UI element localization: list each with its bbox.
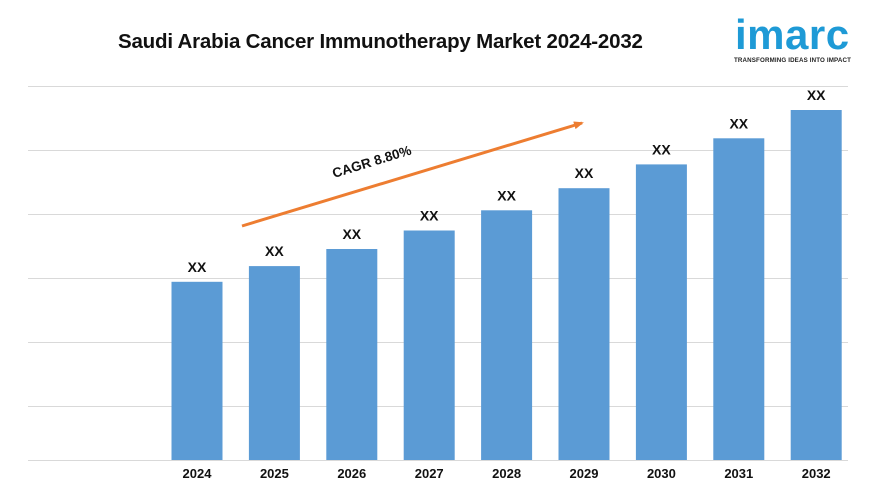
bar-2024	[171, 281, 223, 460]
chart-title: Saudi Arabia Cancer Immunotherapy Market…	[118, 30, 643, 53]
x-tick-2025: 2025	[260, 466, 289, 481]
bar-2026	[326, 249, 378, 460]
data-label-2024: XX	[188, 259, 207, 275]
logo-wordmark: imarc	[735, 11, 850, 58]
data-label-2031: XX	[729, 115, 748, 131]
x-tick-2032: 2032	[802, 466, 831, 481]
x-tick-2027: 2027	[415, 466, 444, 481]
data-label-2025: XX	[265, 243, 284, 259]
data-label-2027: XX	[420, 208, 439, 224]
bar-2025	[248, 266, 300, 460]
x-tick-2031: 2031	[724, 466, 753, 481]
bar-2027	[403, 230, 455, 460]
data-label-2029: XX	[575, 165, 594, 181]
x-tick-2024: 2024	[183, 466, 213, 481]
data-label-2032: XX	[807, 87, 826, 103]
x-axis-tick-labels: 2024 2025 2026 2027 2028 2029 2030 2031 2032	[183, 466, 831, 481]
data-label-2026: XX	[342, 226, 361, 242]
cagr-annotation: CAGR 8.80%	[330, 143, 413, 181]
logo-tagline: TRANSFORMING IDEAS INTO IMPACT	[734, 57, 852, 64]
x-tick-2029: 2029	[570, 466, 599, 481]
x-tick-2028: 2028	[492, 466, 521, 481]
imarc-logo: imarc TRANSFORMING IDEAS INTO IMPACT	[733, 10, 865, 72]
bar-2029	[558, 188, 610, 460]
bar-2030	[635, 164, 687, 460]
bars	[171, 110, 842, 461]
data-labels: XX XX XX XX XX XX XX XX XX	[188, 87, 827, 275]
x-tick-2026: 2026	[337, 466, 366, 481]
bar-2031	[713, 138, 765, 461]
x-tick-2030: 2030	[647, 466, 676, 481]
bar-2028	[481, 210, 533, 460]
data-label-2028: XX	[497, 187, 516, 203]
data-label-2030: XX	[652, 141, 671, 157]
cagr-trend-arrow	[241, 121, 584, 228]
bar-2032	[790, 110, 842, 460]
